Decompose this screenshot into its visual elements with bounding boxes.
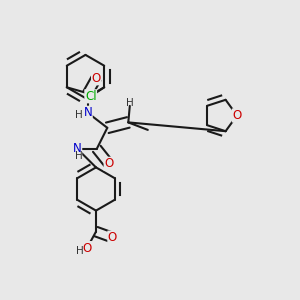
Text: O: O <box>232 109 242 122</box>
Text: N: N <box>83 106 92 119</box>
Text: H: H <box>126 98 134 108</box>
Text: H: H <box>75 151 83 161</box>
Text: H: H <box>76 245 83 256</box>
Text: O: O <box>108 231 117 244</box>
Text: O: O <box>92 72 101 85</box>
Text: O: O <box>82 242 91 255</box>
Text: Cl: Cl <box>85 90 97 103</box>
Text: O: O <box>104 157 113 170</box>
Text: H: H <box>75 110 83 120</box>
Text: N: N <box>73 142 82 155</box>
